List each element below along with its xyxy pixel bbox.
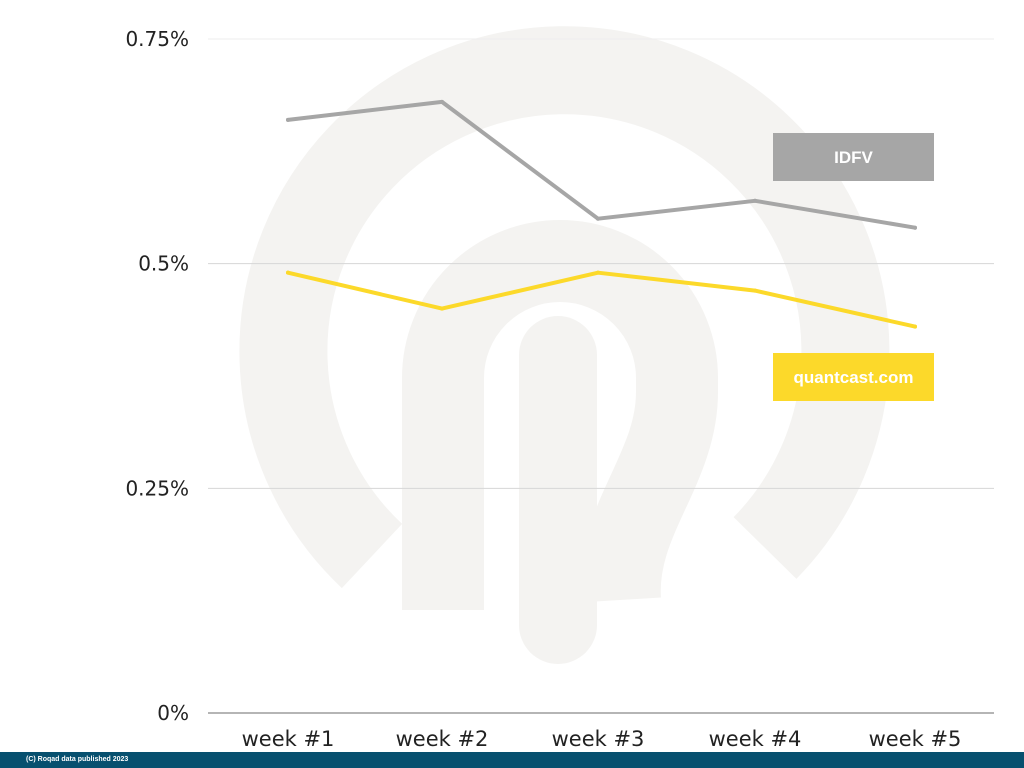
data-point bbox=[596, 216, 600, 221]
y-tick-label: 0.25% bbox=[125, 476, 189, 500]
footer-bar: (C) Roqad data published 2023 bbox=[0, 752, 1024, 768]
y-tick-labels: 0% 0.25% 0.5% 0.75% bbox=[125, 27, 189, 725]
data-point bbox=[286, 270, 290, 275]
legend-idfv: IDFV bbox=[773, 133, 934, 181]
line-chart: 0%0.25%0.5%0.75% week #1 week #2 week #3 we… bbox=[125, 26, 994, 751]
x-tick-label: week #4 bbox=[709, 727, 802, 751]
grid-lines bbox=[208, 38, 994, 489]
data-point bbox=[913, 225, 917, 230]
watermark-logo bbox=[239, 26, 890, 664]
data-point bbox=[753, 288, 757, 293]
x-tick-label: week #1 bbox=[242, 727, 335, 751]
data-point bbox=[753, 198, 757, 203]
legend-quantcast-label: quantcast.com bbox=[794, 368, 914, 387]
x-tick-label: week #3 bbox=[552, 727, 645, 751]
y-tick-label: 0.75% bbox=[125, 27, 189, 51]
x-tick-label: week #5 bbox=[869, 727, 962, 751]
x-tick-label: week #2 bbox=[396, 727, 489, 751]
y-tick-label: 0% bbox=[157, 701, 189, 725]
legend-quantcast-box bbox=[773, 353, 934, 401]
data-point bbox=[286, 117, 290, 122]
data-point bbox=[913, 324, 917, 329]
data-point bbox=[440, 306, 444, 311]
legend-idfv-label: IDFV bbox=[834, 148, 873, 167]
data-point bbox=[440, 99, 444, 104]
legend-idfv-box bbox=[773, 133, 934, 181]
y-tick-label: 0.5% bbox=[138, 252, 189, 276]
data-point bbox=[596, 270, 600, 275]
data-points bbox=[286, 99, 917, 329]
legend-quantcast: quantcast.com bbox=[773, 353, 934, 401]
x-tick-labels: week #1 week #2 week #3 week #4 week #5 bbox=[242, 727, 962, 751]
copyright-text: (C) Roqad data published 2023 bbox=[26, 756, 129, 763]
